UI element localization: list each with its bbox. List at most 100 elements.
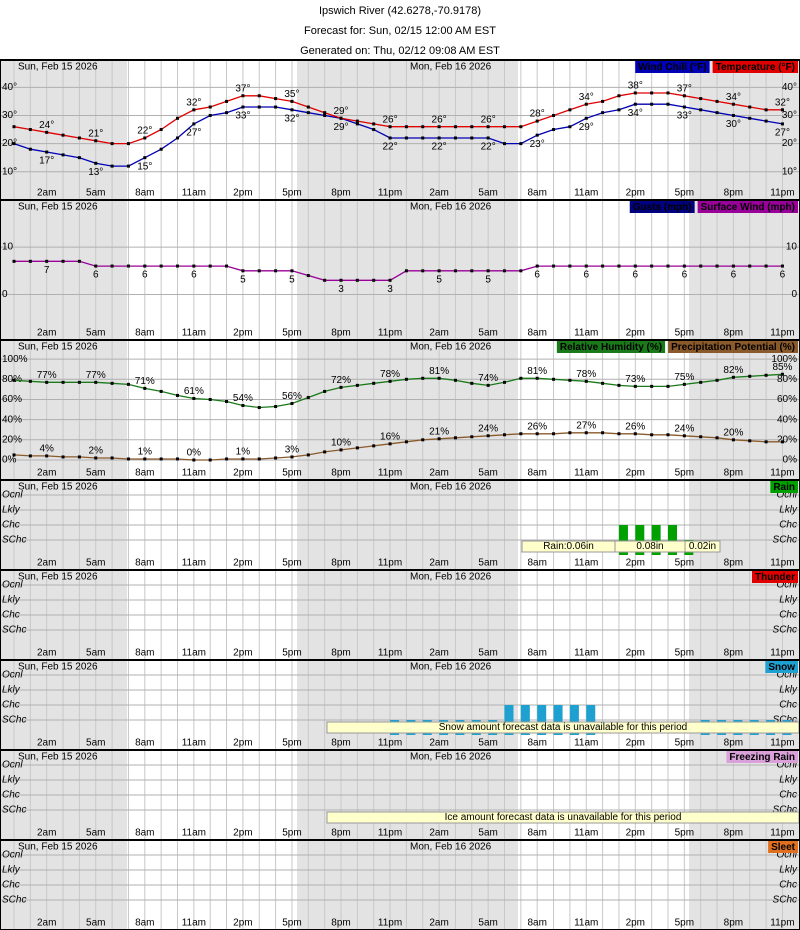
x-tick-label: 8pm xyxy=(724,468,743,479)
data-point xyxy=(45,454,49,458)
data-point xyxy=(355,119,359,123)
x-tick-label: 2pm xyxy=(626,918,645,929)
data-point xyxy=(503,142,506,146)
data-label: 22° xyxy=(382,142,397,153)
data-point xyxy=(372,122,376,126)
data-point xyxy=(404,125,408,129)
amount-label: 0.08in xyxy=(636,541,663,552)
legend-label: Precipitation Potential (%) xyxy=(671,342,795,353)
data-point xyxy=(519,142,523,146)
y-tick-label: Lkly xyxy=(779,865,798,876)
data-point xyxy=(126,164,130,168)
amount-label: Rain:0.06in xyxy=(543,541,594,552)
day-label: Mon, Feb 16 2026 xyxy=(410,842,492,853)
day-label: Sun, Feb 15 2026 xyxy=(18,62,98,73)
data-point xyxy=(12,142,16,146)
data-point xyxy=(633,102,637,106)
legend-label: Relative Humidity (%) xyxy=(560,342,662,353)
y-tick-label: 60% xyxy=(777,394,797,405)
y-tick-label: Ocnl xyxy=(776,670,797,681)
y-tick-label: 40% xyxy=(2,414,22,425)
day-label: Mon, Feb 16 2026 xyxy=(410,752,492,763)
x-tick-label: 8am xyxy=(135,648,154,659)
y-tick-label: Chc xyxy=(779,790,797,801)
data-point xyxy=(77,455,81,459)
data-point xyxy=(764,119,768,123)
y-tick-label: Chc xyxy=(2,880,20,891)
night-shade xyxy=(689,200,800,340)
data-point xyxy=(94,380,98,384)
data-label: 6 xyxy=(142,270,148,281)
x-tick-label: 8am xyxy=(527,648,546,659)
data-point xyxy=(143,136,147,140)
x-tick-label: 8pm xyxy=(724,648,743,659)
amount-box xyxy=(684,540,721,553)
data-point xyxy=(764,108,768,112)
data-point xyxy=(552,128,556,132)
data-point xyxy=(306,111,310,115)
x-tick-label: 8am xyxy=(135,738,154,749)
night-shade xyxy=(689,60,800,200)
data-point xyxy=(61,153,65,157)
data-point xyxy=(45,380,49,384)
data-point xyxy=(470,136,474,140)
data-point xyxy=(339,116,343,120)
data-point xyxy=(355,383,359,387)
data-label: 37° xyxy=(677,83,692,94)
forecast-for: Forecast for: Sun, 02/15 12:00 AM EST xyxy=(304,25,496,37)
legend-label: Rain xyxy=(773,482,795,493)
data-point xyxy=(110,164,114,168)
x-tick-label: 5am xyxy=(478,648,497,659)
data-label: 21° xyxy=(88,128,103,139)
data-point xyxy=(650,433,654,437)
data-label: 33° xyxy=(677,111,692,122)
data-point xyxy=(470,435,474,439)
data-point xyxy=(355,278,359,282)
y-tick-label: Lkly xyxy=(779,595,798,606)
data-point xyxy=(225,399,229,403)
legend-swatch xyxy=(712,61,798,73)
day-label: Mon, Feb 16 2026 xyxy=(410,202,492,213)
data-label: 34° xyxy=(579,92,594,103)
y-tick-label: Chc xyxy=(779,880,797,891)
x-tick-label: 5pm xyxy=(675,328,694,339)
data-label: 77% xyxy=(37,370,57,381)
x-tick-label: 2am xyxy=(37,188,56,199)
x-tick-label: 2am xyxy=(429,648,448,659)
x-tick-label: 2am xyxy=(37,558,56,569)
data-label: 17° xyxy=(39,156,54,167)
x-tick-label: 2am xyxy=(37,918,56,929)
data-label: 13° xyxy=(88,167,103,178)
data-label: 26° xyxy=(481,114,496,125)
data-point xyxy=(699,264,703,268)
data-point xyxy=(306,453,310,457)
x-tick-label: 2pm xyxy=(626,188,645,199)
data-point xyxy=(650,102,654,106)
legend-swatch xyxy=(752,571,798,583)
data-point xyxy=(519,432,523,436)
x-tick-label: 11pm xyxy=(378,828,402,839)
data-point xyxy=(45,130,49,134)
legend-label: Gusts (mph) xyxy=(633,202,692,213)
data-point xyxy=(225,457,229,461)
data-point xyxy=(126,142,130,146)
x-tick-label: 5pm xyxy=(282,918,301,929)
data-label: 26% xyxy=(527,421,547,432)
x-tick-label: 8pm xyxy=(331,648,350,659)
data-label: 85% xyxy=(772,362,792,373)
data-label: 32° xyxy=(284,113,299,124)
x-tick-label: 2pm xyxy=(233,738,252,749)
x-tick-label: 5am xyxy=(86,188,105,199)
y-tick-label: Ocnl xyxy=(2,490,23,501)
y-tick-label: SChc xyxy=(773,805,797,816)
data-point xyxy=(388,379,392,383)
data-point xyxy=(77,259,81,263)
data-point xyxy=(274,97,278,101)
x-tick-label: 5am xyxy=(86,648,105,659)
day-label: Mon, Feb 16 2026 xyxy=(410,342,492,353)
x-tick-label: 11pm xyxy=(770,468,794,479)
data-point xyxy=(110,456,114,460)
night-shade xyxy=(297,60,518,200)
x-tick-label: 5pm xyxy=(282,828,301,839)
data-point xyxy=(486,269,490,273)
